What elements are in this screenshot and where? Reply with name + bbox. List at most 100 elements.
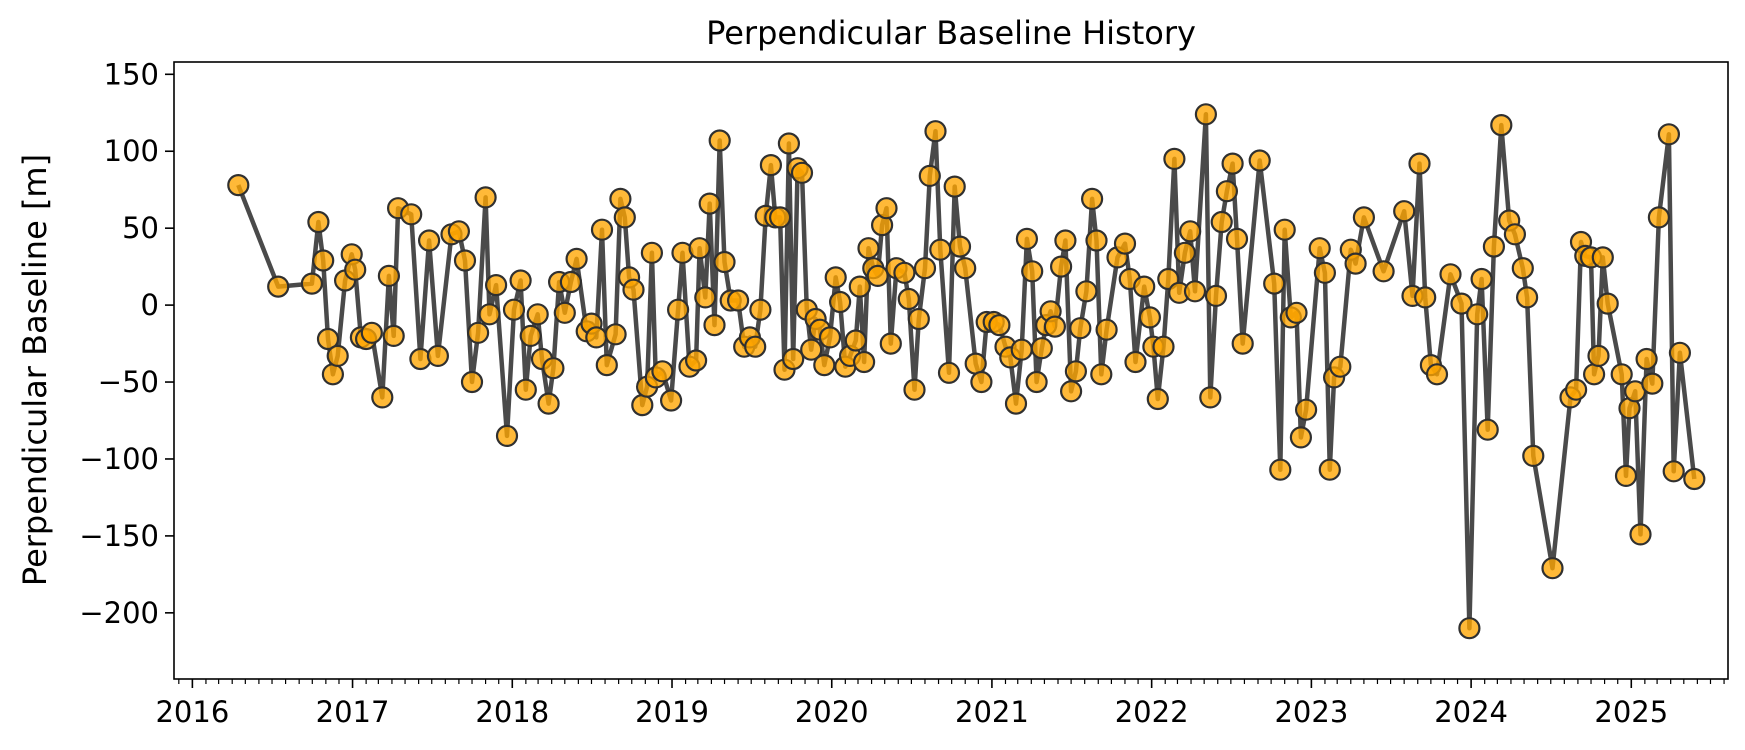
data-point [1393, 200, 1416, 223]
data-point [1054, 229, 1077, 252]
data-point [1025, 370, 1048, 394]
data-point [514, 378, 537, 401]
x-tick-label: 2018 [475, 695, 549, 729]
data-point [321, 363, 344, 386]
data-point [1138, 306, 1162, 329]
data-point [1596, 292, 1619, 315]
data-point [1231, 332, 1254, 355]
data-point [604, 323, 627, 346]
data-point [659, 389, 683, 412]
data-point [1085, 229, 1108, 252]
data-point [613, 206, 636, 229]
data-point [526, 303, 549, 326]
series-line [236, 112, 1697, 631]
data-point [954, 257, 977, 280]
data-point [418, 229, 441, 252]
data-point [1285, 301, 1308, 324]
data-point [1511, 257, 1534, 280]
data-point [1372, 260, 1395, 283]
x-tick-label: 2020 [795, 695, 869, 729]
data-point [316, 327, 340, 351]
data-point [1015, 227, 1039, 250]
data-point [1466, 303, 1489, 326]
data-point [907, 307, 930, 331]
data-point [698, 192, 721, 215]
data-point [1095, 318, 1118, 341]
data-point [1069, 317, 1092, 340]
data-point [609, 187, 632, 210]
data-point [1075, 280, 1098, 303]
y-axis-label: Perpendicular Baseline [m] [16, 154, 54, 586]
data-point [1439, 263, 1462, 286]
data-point [312, 249, 335, 272]
data-point [1263, 272, 1286, 295]
data-point [1225, 227, 1249, 250]
y-tick-label: 50 [122, 211, 159, 245]
data-point [703, 314, 726, 337]
data-point [844, 329, 867, 352]
data-point [502, 298, 526, 321]
data-point [1313, 261, 1337, 284]
data-point [1173, 241, 1197, 264]
data-point [495, 424, 519, 447]
data-point [924, 120, 947, 143]
data-point [1657, 123, 1681, 146]
data-point [1183, 280, 1207, 303]
data-point [565, 247, 588, 270]
data-point [744, 335, 767, 358]
data-point [1629, 523, 1652, 546]
data-point [857, 237, 880, 260]
data-point [1080, 187, 1104, 210]
data-point [622, 278, 645, 301]
data-point [1059, 380, 1083, 403]
data-point [937, 361, 961, 384]
data-point [1668, 341, 1692, 364]
data-point [585, 326, 608, 349]
data-point [897, 287, 920, 311]
data-point [759, 154, 783, 177]
data-point [879, 332, 902, 355]
data-point [227, 174, 250, 197]
data-point [1133, 275, 1156, 298]
data-point [267, 275, 290, 298]
data-point [426, 344, 449, 367]
data-point [708, 129, 731, 152]
data-point [684, 349, 708, 372]
y-tick-label: −50 [98, 365, 159, 399]
data-point [651, 360, 674, 383]
data-point [478, 303, 501, 326]
data-point [1010, 338, 1033, 361]
data-point [1043, 315, 1067, 338]
x-tick-label: 2021 [955, 695, 1029, 729]
data-point [371, 386, 394, 409]
y-tick-label: −100 [79, 442, 159, 476]
data-point [1450, 292, 1473, 315]
data-point [1476, 418, 1499, 441]
x-tick-label: 2023 [1274, 695, 1348, 729]
data-point [1194, 103, 1218, 126]
data-point [790, 161, 814, 184]
data-point [1221, 152, 1244, 175]
data-point [800, 338, 823, 361]
data-point [559, 270, 583, 294]
data-point [1408, 152, 1431, 175]
x-tick-label: 2022 [1115, 695, 1189, 729]
data-point [1289, 426, 1313, 449]
series-baseline [227, 103, 1706, 640]
data-point [824, 266, 847, 289]
data-point [1199, 386, 1222, 409]
data-point [1294, 398, 1318, 421]
data-point [326, 344, 349, 367]
data-point [1352, 206, 1376, 229]
data-point [818, 326, 842, 349]
data-point [1273, 218, 1296, 241]
data-point [1344, 252, 1367, 275]
data-point [1647, 206, 1671, 229]
data-point [1329, 355, 1352, 378]
data-point [382, 324, 405, 347]
data-point [1564, 378, 1588, 401]
data-point [903, 378, 926, 401]
data-point [1635, 347, 1658, 371]
data-point [828, 290, 852, 314]
